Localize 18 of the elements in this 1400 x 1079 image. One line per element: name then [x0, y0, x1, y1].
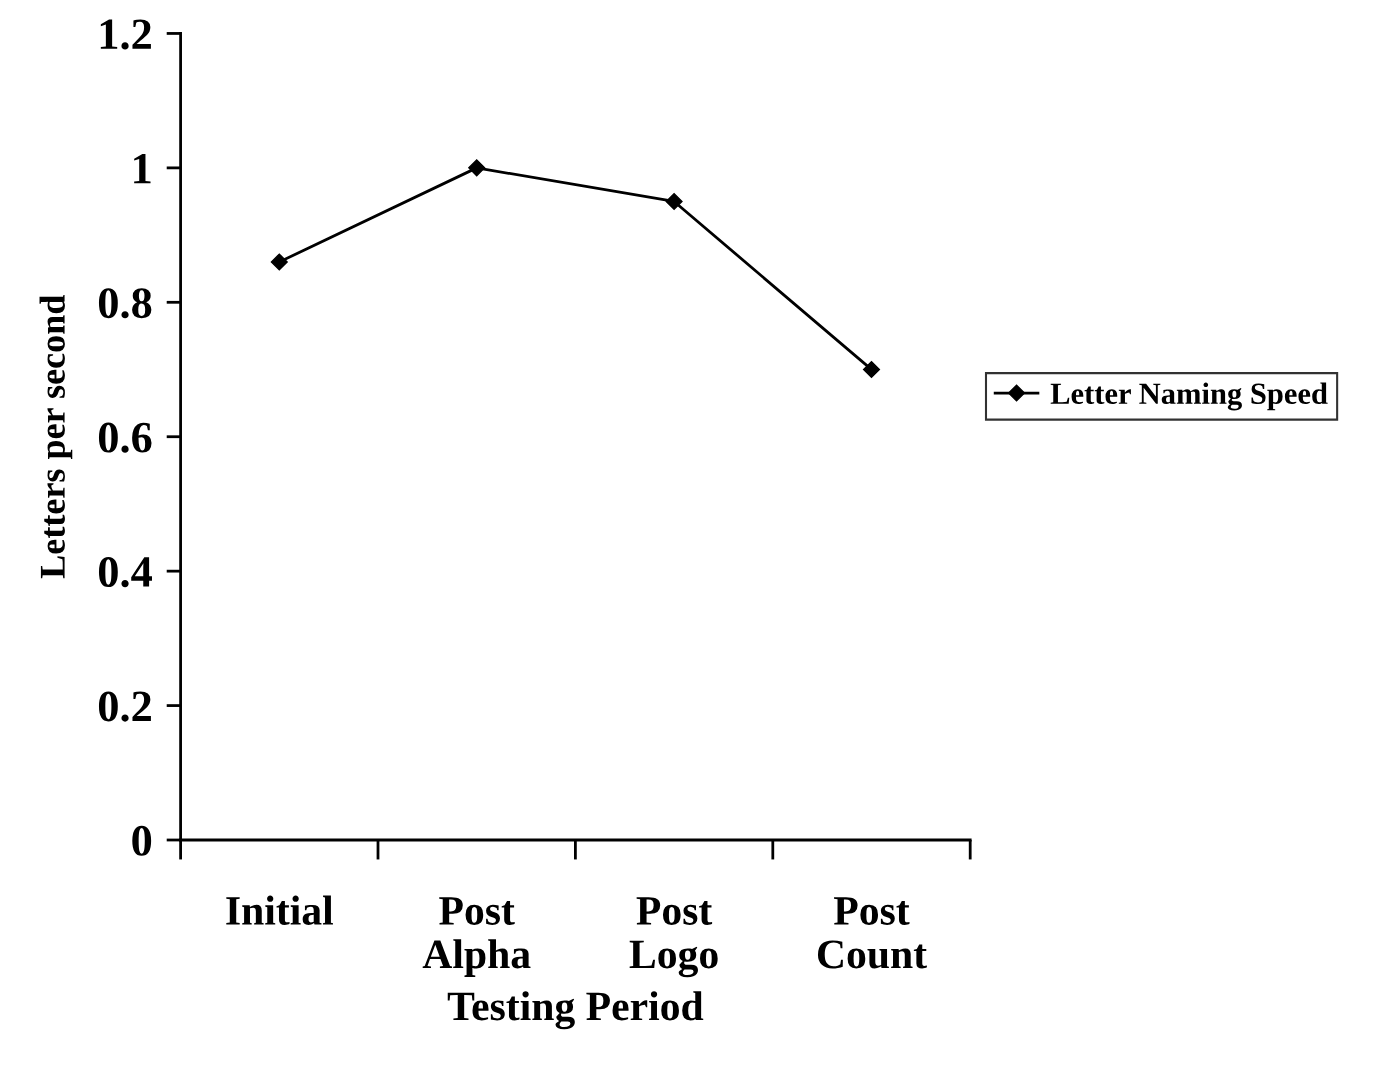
- x-tick-label: Post Logo: [629, 897, 718, 978]
- point: [468, 159, 486, 177]
- y-tick-label: 0.6: [98, 422, 152, 453]
- x-tick-label: Post Alpha: [422, 897, 531, 977]
- x-tick-label: Initial: [226, 895, 333, 925]
- y-tick-label: 0: [132, 825, 152, 856]
- point: [665, 192, 683, 211]
- point: [862, 360, 881, 379]
- x-axis-title: Testing Period: [447, 991, 704, 1030]
- y-tick-label: 1.2: [100, 19, 151, 50]
- y-tick-label: 0.8: [98, 288, 152, 319]
- y-tick-label: 1: [134, 153, 151, 184]
- legend-label: Letter Naming Speed: [1050, 382, 1328, 411]
- x-tick-label: Post Count: [817, 897, 927, 969]
- y-tick-label: 0.4: [98, 557, 152, 588]
- y-axis-title: Letters per second: [39, 295, 73, 579]
- point: [270, 253, 288, 271]
- y-tick-label: 0.2: [98, 691, 151, 722]
